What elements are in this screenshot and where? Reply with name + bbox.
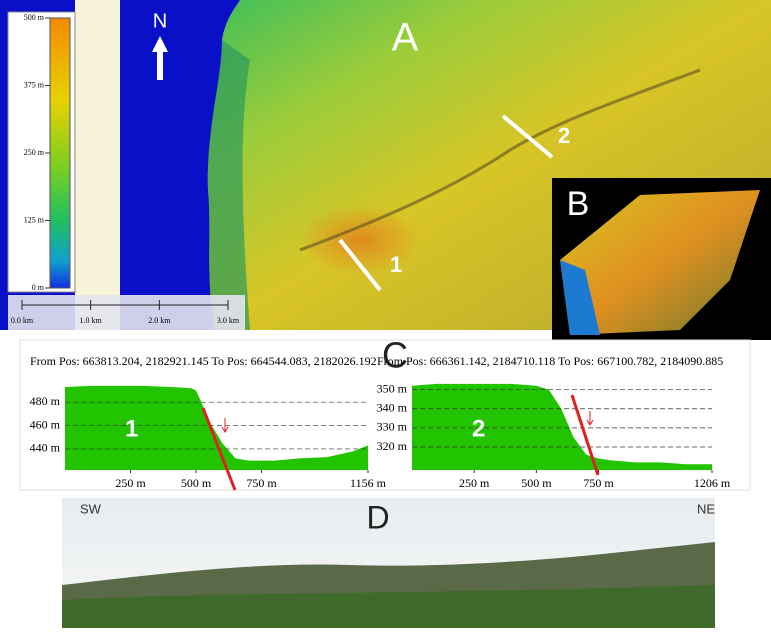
x-tick-label: 250 m — [459, 476, 490, 490]
y-tick-label: 350 m — [377, 381, 408, 395]
panel-label: B — [567, 185, 590, 223]
y-tick-label: 320 m — [377, 439, 408, 453]
legend-label: 125 m — [24, 215, 45, 224]
x-tick-label: 750 m — [583, 476, 614, 490]
profile-number: 2 — [558, 123, 570, 148]
color-bar — [50, 18, 70, 288]
x-tick-label: 1206 m — [694, 476, 731, 490]
x-tick-label: 1156 m — [350, 476, 387, 490]
legend-label: 0 m — [32, 283, 45, 292]
scale-label: 2.0 km — [148, 316, 171, 325]
x-tick-label: 500 m — [521, 476, 552, 490]
legend-label: 375 m — [24, 80, 45, 89]
profile-number: 1 — [125, 415, 138, 442]
scale-box — [8, 295, 245, 330]
profile-number: 1 — [390, 252, 402, 277]
y-tick-label: 440 m — [30, 441, 61, 455]
legend-label: 250 m — [24, 148, 45, 157]
y-tick-label: 460 m — [30, 417, 61, 431]
panel-label: C — [382, 335, 408, 376]
scale-label: 1.0 km — [80, 316, 103, 325]
direction-label: NE — [697, 501, 715, 516]
legend-label: 500 m — [24, 13, 45, 22]
panel-label: D — [366, 499, 389, 535]
beach — [75, 0, 120, 330]
photo-d: SW NE D — [62, 498, 715, 628]
x-tick-label: 750 m — [246, 476, 277, 490]
figure: 1 2 A N 0 m 125 m 250 m 375 m 500 m 0.0 km 1.… — [0, 0, 771, 637]
scale-label: 3.0 km — [217, 316, 240, 325]
profile-title: From Pos: 666361.142, 2184710.118 To Pos… — [377, 354, 723, 368]
profile-title: From Pos: 663813.204, 2182921.145 To Pos… — [30, 354, 377, 368]
x-tick-label: 500 m — [181, 476, 212, 490]
direction-label: SW — [80, 501, 102, 516]
inset-b: B — [552, 178, 771, 340]
y-tick-label: 480 m — [30, 394, 61, 408]
y-tick-label: 330 m — [377, 420, 408, 434]
profile-number: 2 — [472, 415, 485, 442]
north-label: N — [153, 10, 167, 32]
x-tick-label: 250 m — [115, 476, 146, 490]
y-tick-label: 340 m — [377, 400, 408, 414]
scale-label: 0.0 km — [11, 316, 34, 325]
panel-label: A — [392, 16, 419, 60]
page: {"figure": {"panel_labels": {"a": "A", "… — [0, 0, 771, 637]
